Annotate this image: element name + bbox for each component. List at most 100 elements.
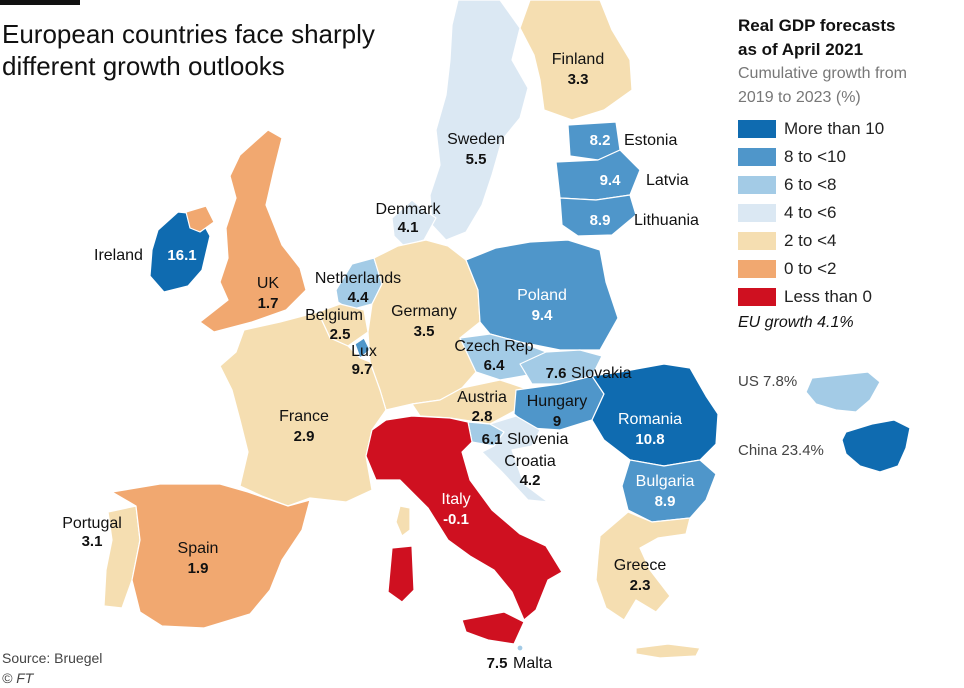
legend-label: 2 to <4	[784, 231, 837, 250]
legend-label: 8 to <10	[784, 147, 846, 166]
legend-label: 4 to <6	[784, 203, 837, 222]
legend-item: 4 to <6	[738, 202, 960, 224]
legend-item: 8 to <10	[738, 146, 960, 168]
legend-title-line2: as of April 2021	[738, 40, 864, 59]
country-name-luxembourg: Lux	[351, 343, 377, 360]
china-inset-shape	[841, 419, 911, 473]
legend-item: 2 to <4	[738, 230, 960, 252]
country-slovakia	[519, 349, 603, 385]
country-name-slovakia: Slovakia	[571, 365, 632, 382]
eu-growth-note: EU growth 4.1%	[738, 314, 854, 331]
country-value-sweden: 5.5	[466, 151, 487, 168]
country-name-bulgaria: Bulgaria	[636, 473, 695, 490]
legend-swatch	[738, 204, 776, 222]
country-greece	[595, 511, 691, 621]
legend-subtitle-line1: Cumulative growth from	[738, 65, 907, 82]
country-name-finland: Finland	[552, 51, 604, 68]
region-northern-ireland	[185, 205, 215, 233]
legend-swatch	[738, 260, 776, 278]
country-value-france: 2.9	[294, 428, 315, 445]
insets: US 7.8% China 23.4%	[738, 365, 960, 485]
country-value-czech: 6.4	[484, 357, 506, 374]
legend-item: More than 10	[738, 118, 960, 140]
country-name-slovenia: Slovenia	[507, 431, 568, 448]
legend-items: More than 10 8 to <10 6 to <8 4 to <6 2 to <…	[738, 118, 960, 308]
country-name-france: France	[279, 408, 329, 425]
country-value-finland: 3.3	[568, 71, 589, 88]
china-inset-label: China 23.4%	[738, 442, 824, 459]
country-value-uk: 1.7	[258, 295, 279, 312]
chart-title: European countries face sharply differen…	[2, 19, 375, 81]
country-value-germany: 3.5	[414, 323, 435, 340]
country-sweden	[429, 0, 529, 241]
country-france	[219, 311, 387, 507]
country-name-hungary: Hungary	[527, 393, 587, 410]
region-corsica	[395, 505, 411, 537]
country-value-luxembourg: 9.7	[352, 361, 373, 378]
country-value-ireland: 16.1	[167, 247, 196, 264]
us-inset-label: US 7.8%	[738, 373, 798, 390]
country-value-slovenia: 6.1	[482, 431, 503, 448]
country-romania	[591, 363, 719, 467]
country-name-romania: Romania	[618, 411, 682, 428]
country-name-netherlands: Netherlands	[315, 270, 401, 287]
country-name-lithuania: Lithuania	[634, 212, 699, 229]
country-name-spain: Spain	[178, 540, 219, 557]
country-croatia	[481, 415, 549, 503]
country-value-austria: 2.8	[472, 408, 493, 425]
country-malta	[516, 644, 524, 652]
country-uk	[199, 129, 307, 333]
country-value-malta: 7.5	[487, 655, 508, 672]
country-value-bulgaria: 8.9	[655, 493, 676, 510]
country-name-greece: Greece	[614, 557, 667, 574]
country-name-austria: Austria	[457, 389, 507, 406]
legend-swatch	[738, 288, 776, 306]
region-sicily	[461, 611, 525, 645]
credit-note: © FT	[2, 670, 34, 686]
country-value-poland: 9.4	[532, 307, 554, 324]
country-name-belgium: Belgium	[305, 307, 363, 324]
country-name-croatia: Croatia	[504, 453, 556, 470]
country-value-slovakia: 7.6	[546, 365, 567, 382]
legend-label: Less than 0	[784, 287, 872, 306]
country-lithuania	[559, 194, 637, 237]
country-value-italy: -0.1	[443, 511, 469, 528]
country-name-sweden: Sweden	[447, 131, 505, 148]
legend-swatch	[738, 120, 776, 138]
country-value-greece: 2.3	[630, 577, 651, 594]
country-value-romania: 10.8	[635, 431, 664, 448]
legend-label: 6 to <8	[784, 175, 837, 194]
legend-title-line1: Real GDP forecasts	[738, 16, 896, 35]
country-name-germany: Germany	[391, 303, 457, 320]
country-name-poland: Poland	[517, 287, 567, 304]
legend-label: 0 to <2	[784, 259, 837, 278]
country-name-ireland: Ireland	[94, 247, 143, 264]
legend-item: Less than 0	[738, 286, 960, 308]
country-value-estonia: 8.2	[590, 132, 611, 149]
country-bulgaria	[621, 459, 717, 523]
country-poland	[465, 239, 619, 351]
country-value-netherlands: 4.4	[348, 289, 370, 306]
country-value-hungary: 9	[553, 413, 561, 430]
country-finland	[519, 0, 633, 121]
country-name-portugal: Portugal	[62, 515, 122, 532]
legend-subtitle-line2: 2019 to 2023 (%)	[738, 89, 861, 106]
legend-label: More than 10	[784, 119, 885, 138]
country-value-croatia: 4.2	[520, 472, 541, 489]
country-value-belgium: 2.5	[330, 326, 351, 343]
country-name-malta: Malta	[513, 655, 552, 672]
country-name-latvia: Latvia	[646, 172, 689, 189]
header-rule	[0, 0, 80, 5]
country-name-italy: Italy	[441, 491, 470, 508]
country-value-denmark: 4.1	[398, 219, 419, 236]
legend-swatch	[738, 232, 776, 250]
legend-item: 6 to <8	[738, 174, 960, 196]
region-crete	[635, 643, 701, 659]
country-italy	[365, 415, 563, 621]
legend: Real GDP forecasts as of April 2021 Cumu…	[738, 14, 960, 332]
country-value-spain: 1.9	[188, 560, 209, 577]
legend-swatch	[738, 148, 776, 166]
country-name-denmark: Denmark	[376, 201, 442, 218]
country-value-latvia: 9.4	[600, 172, 622, 189]
country-value-portugal: 3.1	[82, 533, 103, 550]
